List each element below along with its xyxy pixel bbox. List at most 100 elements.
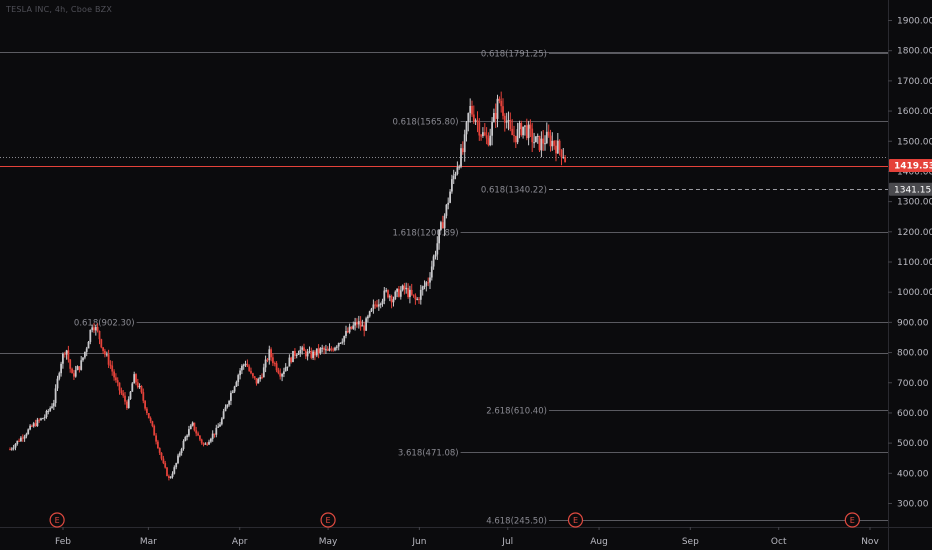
candle-body	[308, 351, 311, 353]
candle-body	[354, 322, 356, 326]
candle-body	[328, 348, 331, 351]
candle	[472, 105, 475, 124]
candle	[536, 133, 539, 144]
candle-body	[27, 429, 30, 435]
candle-body	[390, 296, 393, 303]
candle-body	[202, 443, 205, 445]
candle	[299, 346, 302, 357]
candle	[213, 433, 216, 438]
candle	[403, 282, 406, 295]
earnings-marker-label: E	[55, 516, 60, 525]
candle-body	[317, 348, 320, 353]
earnings-marker-2[interactable]: E	[567, 512, 584, 528]
candle-body	[542, 138, 545, 144]
price-tick-label-1700: 1700.00	[897, 77, 932, 87]
candle-body	[524, 125, 526, 127]
candle	[326, 346, 329, 351]
candle-body	[301, 347, 304, 350]
candle-body	[514, 135, 517, 143]
candle	[376, 299, 378, 308]
candle	[441, 215, 444, 229]
candle	[158, 447, 161, 455]
candle	[516, 122, 519, 145]
candle-body	[418, 298, 420, 300]
candle-body	[67, 350, 70, 360]
candle	[250, 367, 252, 375]
month-label-feb: Feb	[55, 537, 71, 547]
earnings-marker-1[interactable]: E	[320, 512, 336, 528]
candle-body	[361, 325, 364, 327]
candle-body	[42, 418, 44, 420]
candle	[279, 368, 282, 380]
candle-body	[266, 359, 269, 361]
candles-group	[9, 91, 566, 481]
candle-body	[398, 288, 400, 297]
candle	[91, 324, 94, 333]
candle-body	[89, 329, 92, 342]
candle-body	[356, 322, 358, 325]
candle	[401, 284, 404, 292]
candle	[173, 465, 176, 475]
candle-body	[153, 425, 156, 436]
earnings-marker-label: E	[850, 516, 855, 525]
candle-body	[297, 353, 300, 355]
candle	[283, 367, 285, 378]
price-marker-box-1	[889, 182, 932, 196]
candle	[87, 341, 90, 349]
candle-body	[231, 391, 234, 393]
month-label-mar: Mar	[140, 537, 157, 547]
candle	[502, 98, 504, 120]
candle	[500, 91, 503, 113]
earnings-marker-3[interactable]: E	[844, 512, 860, 528]
candle	[157, 439, 159, 449]
candle-body	[215, 427, 218, 435]
candle-body	[507, 120, 510, 122]
candle	[262, 363, 265, 378]
candle-body	[273, 363, 276, 365]
candle-body	[116, 380, 119, 383]
candle-body	[224, 407, 227, 412]
candle-body	[432, 256, 435, 267]
candle	[241, 364, 243, 375]
candle	[290, 356, 293, 364]
candle	[341, 338, 344, 345]
candle	[332, 347, 335, 352]
candle-body	[555, 145, 557, 154]
candle	[438, 229, 440, 250]
candle-body	[93, 327, 95, 331]
candle	[9, 447, 11, 451]
candle	[193, 422, 196, 432]
candle	[215, 424, 218, 438]
candle	[144, 400, 146, 411]
candle	[405, 282, 408, 294]
candle	[350, 326, 353, 330]
candle	[451, 174, 453, 194]
price-tick-label-600: 600.00	[897, 409, 929, 419]
candle-body	[394, 291, 397, 300]
candle-body	[140, 386, 143, 393]
candle-body	[136, 382, 139, 388]
price-tick-label-800: 800.00	[897, 349, 929, 359]
earnings-marker-0[interactable]: E	[49, 512, 65, 528]
candle-body	[246, 363, 249, 367]
candle	[485, 127, 488, 145]
candle	[93, 323, 95, 333]
candle-body	[350, 326, 353, 329]
candle	[142, 388, 145, 404]
price-tick-label-1300: 1300.00	[897, 198, 932, 208]
candle	[463, 129, 466, 162]
candle	[483, 123, 486, 137]
candle-body	[129, 391, 132, 399]
candle	[259, 375, 262, 382]
candle-body	[52, 403, 55, 407]
candle-body	[69, 359, 72, 369]
candle-body	[545, 131, 548, 144]
candle	[82, 357, 84, 362]
candle-body	[281, 374, 283, 377]
candle-body	[359, 321, 362, 327]
candle-body	[253, 376, 256, 378]
candle-body	[346, 331, 349, 333]
candle-body	[445, 204, 448, 216]
earnings-marker-label: E	[573, 516, 578, 525]
